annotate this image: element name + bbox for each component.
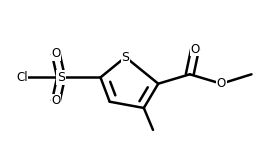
Text: S: S — [121, 51, 129, 64]
Text: Cl: Cl — [16, 71, 27, 84]
Text: O: O — [217, 77, 226, 90]
Text: O: O — [51, 47, 60, 61]
Text: S: S — [57, 71, 65, 84]
Text: O: O — [190, 43, 200, 56]
Text: O: O — [51, 94, 60, 107]
